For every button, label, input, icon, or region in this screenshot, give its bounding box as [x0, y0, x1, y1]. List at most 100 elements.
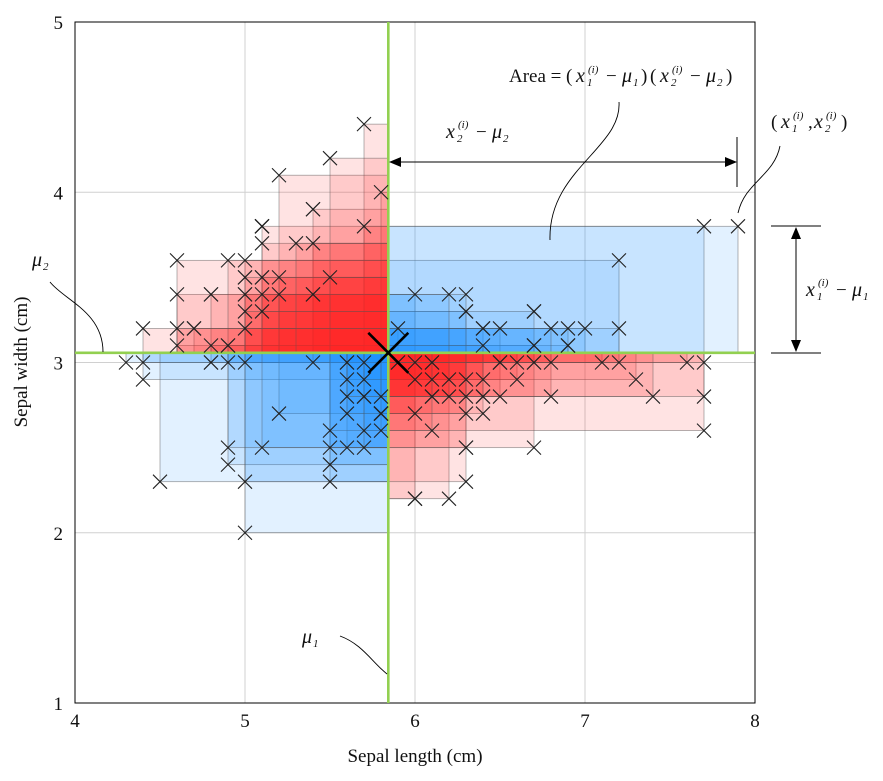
data-point — [254, 235, 270, 251]
xdev-mu: μ — [491, 121, 502, 143]
data-point — [645, 389, 661, 404]
ydev-minus: − — [836, 280, 847, 301]
area-x1-sup: (i) — [588, 64, 599, 76]
data-point — [271, 287, 287, 302]
area-rect — [312, 242, 389, 354]
mu2-sub: 2 — [43, 261, 49, 273]
data-point — [339, 406, 355, 421]
pt-leader-line — [737, 145, 781, 214]
data-point — [237, 287, 253, 302]
data-point — [407, 372, 423, 387]
y-tick-label: 3 — [54, 354, 64, 375]
area-mu2: μ — [705, 65, 716, 87]
data-point — [220, 252, 236, 268]
data-point — [407, 355, 423, 370]
data-point — [271, 167, 287, 183]
data-point — [577, 321, 593, 336]
tick-labels: 4 5 6 7 8 1 2 3 4 5 — [54, 13, 760, 732]
data-point — [288, 235, 304, 251]
data-point — [254, 269, 270, 285]
data-point — [356, 355, 372, 370]
data-point — [169, 287, 185, 302]
data-point — [441, 491, 457, 507]
area-rect — [363, 123, 389, 354]
area-lparen: ( — [566, 66, 572, 87]
data-point — [611, 321, 627, 336]
xdev-minus: − — [476, 122, 487, 143]
area-rect — [244, 293, 389, 354]
xdev-x-sub: 2 — [457, 133, 463, 145]
area-lparen-2: ( — [650, 66, 656, 87]
area-rect — [387, 352, 416, 500]
data-point — [254, 304, 270, 319]
mu1-sub: 1 — [313, 638, 319, 650]
data-point — [271, 406, 287, 421]
x-tick-label: 5 — [240, 711, 250, 732]
centroid-x — [367, 331, 410, 374]
pt-x2-sup: (i) — [826, 110, 837, 122]
data-point — [543, 321, 559, 336]
data-point — [628, 372, 644, 387]
ydev-mu-sub: 1 — [863, 291, 869, 303]
ydev-x: x — [805, 279, 815, 301]
data-point — [237, 474, 253, 490]
data-point — [203, 287, 219, 302]
data-point — [441, 389, 457, 404]
data-point — [492, 355, 508, 370]
data-point — [254, 218, 270, 234]
data-point — [526, 440, 542, 456]
data-point — [373, 406, 389, 421]
data-point — [322, 423, 338, 438]
area-rect — [312, 293, 389, 354]
data-point — [271, 269, 287, 285]
data-point — [458, 304, 474, 319]
pt-rparen: ) — [841, 112, 847, 133]
data-point — [220, 338, 236, 353]
data-point — [475, 406, 491, 421]
data-point — [696, 389, 712, 404]
data-point — [407, 406, 423, 421]
pt-x2: x — [813, 111, 823, 133]
data-point — [696, 423, 712, 438]
data-point — [322, 474, 338, 490]
mu1-symbol: μ — [301, 626, 312, 648]
data-point — [305, 355, 321, 370]
data-point — [492, 389, 508, 404]
data-point — [730, 218, 746, 234]
area-rect — [176, 259, 389, 354]
pt-x2-sub: 2 — [825, 123, 831, 135]
xdev-mu-sub: 2 — [503, 133, 509, 145]
area-rect — [329, 352, 389, 449]
pt-x1-sup: (i) — [793, 110, 804, 122]
data-point — [543, 389, 559, 404]
data-point — [696, 355, 712, 370]
data-point — [492, 321, 508, 336]
ydev-x-sub: 1 — [817, 291, 823, 303]
area-rect — [387, 352, 433, 431]
data-point — [475, 372, 491, 387]
data-point — [373, 184, 389, 200]
data-point — [441, 287, 457, 302]
data-point — [237, 304, 253, 319]
area-rect — [312, 208, 389, 354]
mu2-label: μ 2 — [31, 249, 104, 353]
area-rect — [387, 352, 535, 449]
area-rparen-2: ) — [726, 66, 732, 87]
data-point — [237, 269, 253, 285]
mean-lines — [75, 22, 755, 703]
data-point — [373, 389, 389, 404]
y-deviation-annotation: x 1 (i) − μ 1 — [771, 225, 869, 354]
data-point — [509, 355, 525, 370]
data-point — [305, 287, 321, 302]
area-rect — [227, 352, 389, 466]
area-x1: x — [575, 65, 585, 87]
y-tick-label: 4 — [54, 183, 64, 204]
data-point — [543, 355, 559, 370]
data-point — [118, 355, 134, 370]
area-rect — [142, 328, 389, 354]
data-point — [152, 474, 168, 490]
data-point — [424, 389, 440, 404]
data-point — [237, 321, 253, 336]
pt-comma: , — [808, 112, 813, 133]
area-mu2-sub: 2 — [717, 77, 723, 89]
